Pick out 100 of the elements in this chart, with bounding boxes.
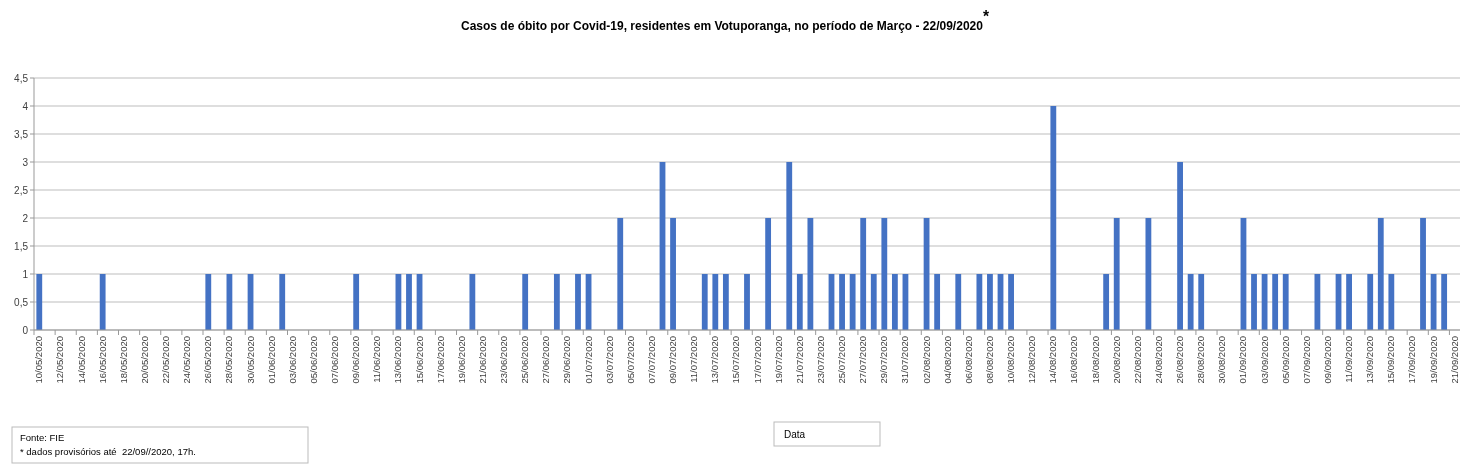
bar	[860, 218, 867, 330]
x-tick-label: 18/05/2020	[117, 336, 129, 384]
x-tick-label: 04/08/2020	[941, 336, 953, 384]
bar	[1113, 218, 1120, 330]
y-tick-label: 3,5	[14, 128, 29, 140]
x-tick-label: 22/05/2020	[160, 336, 172, 384]
x-tick-label: 28/08/2020	[1195, 336, 1207, 384]
bar	[839, 274, 845, 330]
x-tick-label: 12/08/2020	[1026, 336, 1038, 384]
x-tick-label: 26/08/2020	[1174, 336, 1186, 384]
bar	[553, 274, 560, 330]
bar	[1198, 274, 1205, 330]
bar	[36, 274, 43, 330]
y-tick-label: 3	[22, 156, 29, 168]
bar	[575, 274, 581, 330]
bar	[786, 162, 793, 330]
bar	[1346, 274, 1352, 330]
bar	[1441, 274, 1448, 330]
x-tick-label: 16/05/2020	[96, 336, 108, 384]
x-tick-label: 14/08/2020	[1047, 336, 1059, 384]
x-tick-label: 16/08/2020	[1068, 336, 1080, 384]
bar	[701, 274, 708, 330]
bar	[1145, 218, 1152, 330]
bar	[1282, 274, 1289, 330]
source-note: Fonte: FIE	[20, 432, 65, 443]
bar	[406, 274, 412, 330]
x-tick-label: 09/09/2020	[1321, 336, 1333, 384]
x-tick-label: 01/09/2020	[1237, 336, 1249, 384]
bar	[1187, 274, 1194, 330]
x-tick-label: 01/06/2020	[265, 336, 277, 384]
bar	[99, 274, 106, 330]
x-tick-label: 21/06/2020	[476, 336, 488, 384]
x-tick-label: 15/07/2020	[730, 336, 742, 384]
x-tick-label: 05/07/2020	[624, 336, 636, 384]
bar	[744, 274, 750, 330]
x-tick-label: 05/09/2020	[1279, 336, 1291, 384]
x-tick-label: 01/07/2020	[582, 336, 594, 384]
bar	[955, 274, 962, 330]
x-tick-label: 10/05/2020	[33, 336, 45, 384]
y-tick-label: 4	[22, 100, 29, 112]
x-tick-label: 10/08/2020	[1005, 336, 1017, 384]
bar	[891, 274, 898, 330]
x-tick-label: 06/08/2020	[962, 336, 974, 384]
x-tick-label: 12/05/2020	[54, 336, 66, 384]
x-tick-label: 21/07/2020	[793, 336, 805, 384]
y-tick-label: 4,5	[14, 72, 29, 84]
bar	[1008, 274, 1014, 330]
bar	[1314, 274, 1321, 330]
bar	[1251, 274, 1257, 330]
x-tick-label: 26/05/2020	[202, 336, 214, 384]
x-tick-label: 11/09/2020	[1343, 336, 1355, 383]
bar	[205, 274, 212, 330]
x-tick-label: 22/08/2020	[1131, 336, 1143, 384]
x-tick-label: 11/07/2020	[688, 336, 700, 383]
bar	[934, 274, 941, 330]
x-tick-label: 27/07/2020	[857, 336, 869, 384]
x-tick-label: 30/08/2020	[1216, 336, 1228, 384]
x-tick-label: 25/06/2020	[519, 336, 531, 384]
x-tick-label: 19/06/2020	[455, 336, 467, 384]
x-tick-label: 07/09/2020	[1300, 336, 1312, 384]
x-tick-label: 25/07/2020	[836, 336, 848, 384]
x-tick-label: 20/05/2020	[138, 336, 150, 384]
x-tick-label: 29/06/2020	[561, 336, 573, 384]
x-tick-label: 13/07/2020	[709, 336, 721, 384]
x-tick-label: 19/09/2020	[1427, 336, 1439, 384]
y-tick-label: 0,5	[14, 296, 29, 308]
x-tick-label: 15/06/2020	[413, 336, 425, 384]
x-tick-label: 19/07/2020	[772, 336, 784, 384]
x-tick-label: 09/06/2020	[350, 336, 362, 384]
x-tick-label: 17/09/2020	[1406, 336, 1418, 384]
x-tick-label: 21/09/2020	[1448, 336, 1460, 384]
bar	[1388, 274, 1395, 330]
x-tick-label: 28/05/2020	[223, 336, 235, 384]
bar	[1367, 274, 1374, 330]
x-tick-label: 11/06/2020	[371, 336, 383, 383]
y-tick-label: 1	[22, 268, 29, 280]
x-tick-label: 13/09/2020	[1364, 336, 1376, 384]
x-tick-label: 30/05/2020	[244, 336, 256, 384]
bar	[987, 274, 993, 330]
bar	[870, 274, 877, 330]
x-tick-label: 23/07/2020	[814, 336, 826, 384]
bar	[617, 218, 624, 330]
x-tick-label: 23/06/2020	[498, 336, 510, 384]
bar	[796, 274, 803, 330]
bar	[1377, 218, 1384, 330]
x-tick-label: 24/05/2020	[181, 336, 193, 384]
x-tick-label: 03/07/2020	[603, 336, 615, 384]
x-tick-label: 31/07/2020	[899, 336, 911, 384]
bar	[522, 274, 529, 330]
x-tick-label: 07/06/2020	[329, 336, 341, 384]
bar	[1103, 274, 1110, 330]
x-axis-title: Data	[784, 429, 806, 440]
x-tick-label: 03/06/2020	[286, 336, 298, 384]
bar	[1177, 162, 1183, 330]
bar	[1420, 218, 1426, 330]
x-tick-label: 24/08/2020	[1152, 336, 1164, 384]
bar	[353, 274, 360, 330]
x-tick-label: 29/07/2020	[878, 336, 890, 384]
bar	[1272, 274, 1279, 330]
bar	[976, 274, 983, 330]
